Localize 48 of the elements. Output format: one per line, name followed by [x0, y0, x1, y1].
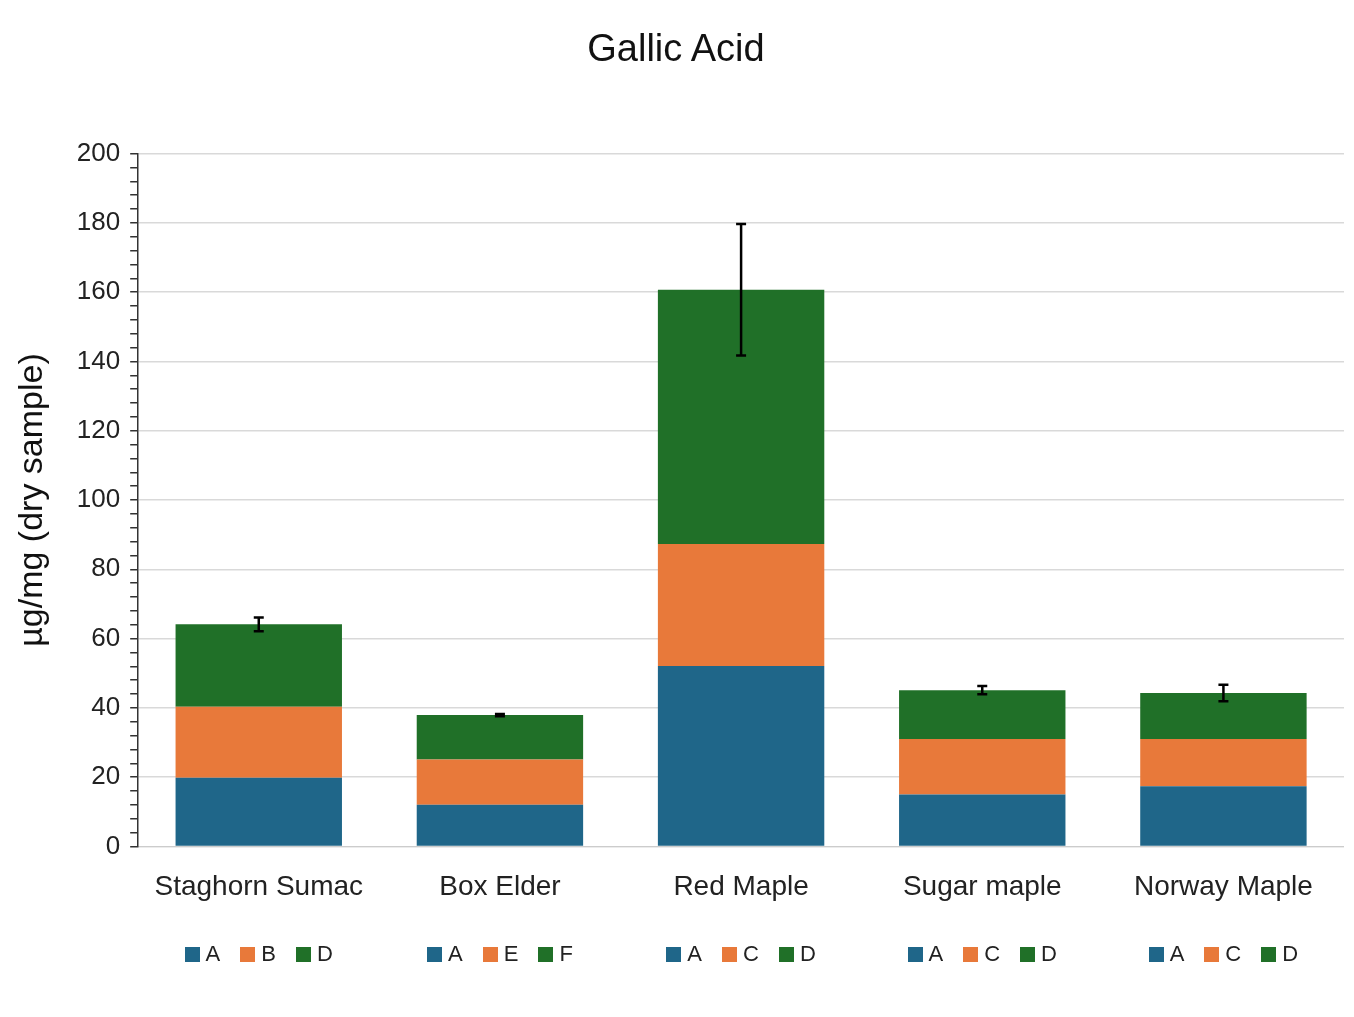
- y-tick-label: 160: [76, 275, 121, 306]
- bar: [899, 739, 1066, 795]
- x-tick-label: Box Elder: [439, 869, 561, 901]
- bar: [175, 777, 342, 846]
- y-axis-title: µg/mg (dry sample): [10, 353, 49, 647]
- bar: [899, 794, 1066, 846]
- bar: [899, 690, 1066, 740]
- legend-label: C: [743, 940, 759, 969]
- y-tick-label: 40: [91, 691, 121, 722]
- text: A: [448, 941, 463, 967]
- x-tick-label: Sugar maple: [902, 869, 1062, 901]
- y-tick-label: 120: [76, 413, 121, 444]
- y-tick-label: 180: [76, 206, 121, 237]
- text: C: [984, 941, 1001, 967]
- bar: [175, 624, 342, 707]
- text: D: [1282, 941, 1299, 967]
- y-tick-label: 140: [76, 344, 121, 375]
- text: D: [1041, 941, 1057, 967]
- text: C: [1225, 941, 1242, 967]
- bar: [657, 543, 825, 666]
- y-tick-label: 60: [91, 621, 121, 652]
- legend-label: D: [316, 940, 333, 969]
- y-tick-label: 20: [91, 760, 121, 791]
- y-tick-label: 200: [76, 136, 121, 167]
- legend-label: F: [559, 940, 573, 969]
- text: A: [928, 941, 944, 967]
- text: A: [1169, 941, 1185, 967]
- bar: [175, 706, 342, 778]
- y-tick-label: 80: [91, 552, 121, 583]
- bar: [416, 759, 584, 805]
- chart-title: Gallic Acid: [587, 27, 765, 70]
- legend-label: A: [205, 940, 221, 969]
- bar: [1140, 739, 1307, 787]
- y-tick-label: 100: [76, 483, 121, 514]
- x-tick-label: Red Maple: [673, 869, 809, 901]
- x-tick-label: Staghorn Sumac: [154, 869, 364, 901]
- legend-label: E: [503, 940, 519, 969]
- bar: [416, 715, 584, 760]
- bar: [657, 665, 825, 846]
- bar: [657, 289, 825, 544]
- text: A: [687, 941, 703, 967]
- legend-label: B: [261, 940, 276, 969]
- bar: [1140, 786, 1307, 846]
- text: D: [799, 941, 816, 967]
- bar: [416, 804, 584, 846]
- x-tick-label: Norway Maple: [1133, 869, 1313, 901]
- y-tick-label: 0: [105, 829, 121, 860]
- bar: [1140, 692, 1307, 740]
